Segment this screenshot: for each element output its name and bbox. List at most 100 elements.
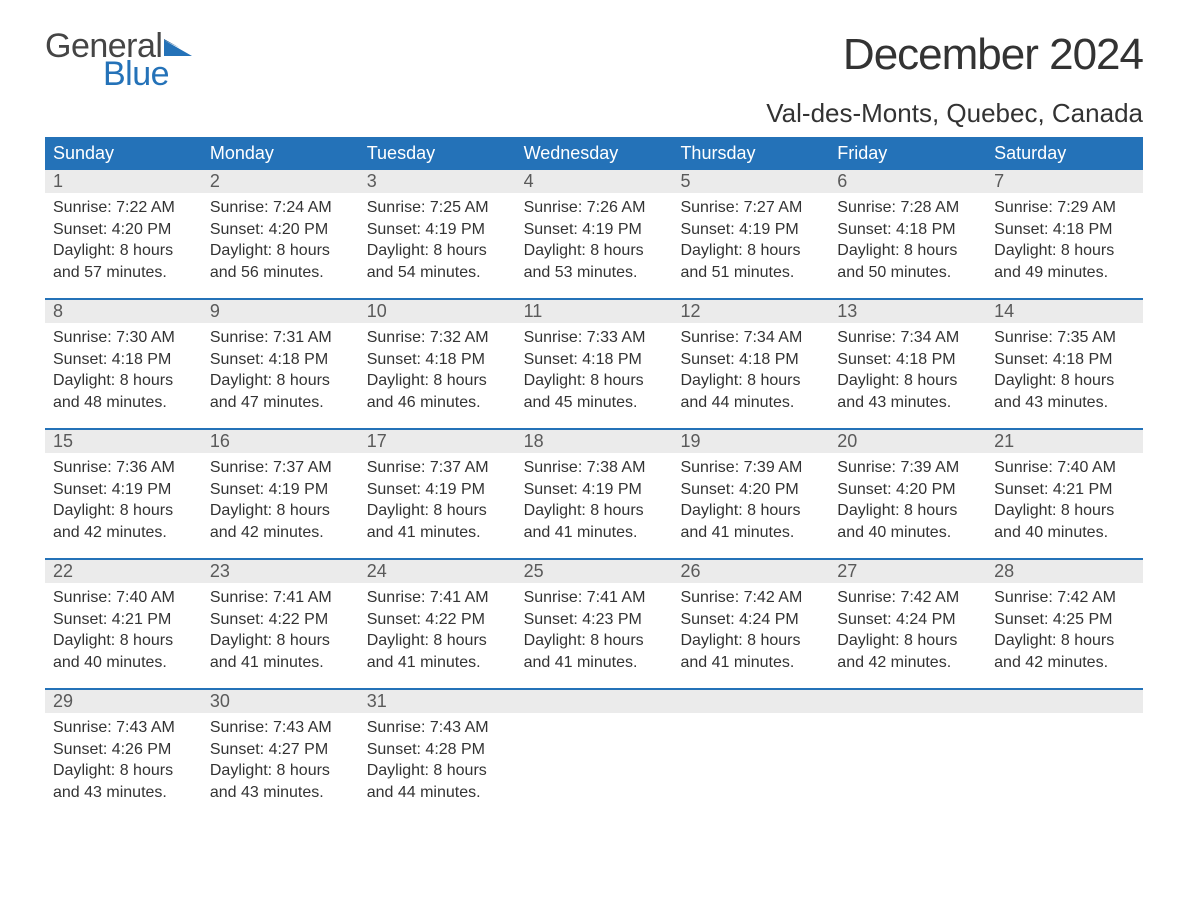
sunset-line: Sunset: 4:19 PM xyxy=(680,219,821,241)
day-content: Sunrise: 7:35 AMSunset: 4:18 PMDaylight:… xyxy=(986,323,1143,421)
daylight-line: Daylight: 8 hours and 44 minutes. xyxy=(680,370,821,413)
calendar-day: 9Sunrise: 7:31 AMSunset: 4:18 PMDaylight… xyxy=(202,300,359,428)
sunrise-line: Sunrise: 7:42 AM xyxy=(680,587,821,609)
daylight-line: Daylight: 8 hours and 41 minutes. xyxy=(524,630,665,673)
day-content: Sunrise: 7:41 AMSunset: 4:23 PMDaylight:… xyxy=(516,583,673,681)
calendar-day: 2Sunrise: 7:24 AMSunset: 4:20 PMDaylight… xyxy=(202,170,359,298)
sunset-line: Sunset: 4:24 PM xyxy=(680,609,821,631)
sunrise-line: Sunrise: 7:31 AM xyxy=(210,327,351,349)
day-number xyxy=(986,690,1143,713)
day-number: 17 xyxy=(359,430,516,453)
day-content: Sunrise: 7:40 AMSunset: 4:21 PMDaylight:… xyxy=(45,583,202,681)
calendar-day: 15Sunrise: 7:36 AMSunset: 4:19 PMDayligh… xyxy=(45,430,202,558)
sunrise-line: Sunrise: 7:28 AM xyxy=(837,197,978,219)
logo-text-blue: Blue xyxy=(103,58,192,90)
calendar-week: 15Sunrise: 7:36 AMSunset: 4:19 PMDayligh… xyxy=(45,428,1143,558)
sunrise-line: Sunrise: 7:36 AM xyxy=(53,457,194,479)
daylight-line: Daylight: 8 hours and 42 minutes. xyxy=(210,500,351,543)
sunrise-line: Sunrise: 7:25 AM xyxy=(367,197,508,219)
daylight-line: Daylight: 8 hours and 44 minutes. xyxy=(367,760,508,803)
day-number xyxy=(516,690,673,713)
day-content: Sunrise: 7:32 AMSunset: 4:18 PMDaylight:… xyxy=(359,323,516,421)
sunrise-line: Sunrise: 7:26 AM xyxy=(524,197,665,219)
day-content: Sunrise: 7:43 AMSunset: 4:27 PMDaylight:… xyxy=(202,713,359,811)
day-content: Sunrise: 7:37 AMSunset: 4:19 PMDaylight:… xyxy=(359,453,516,551)
month-title: December 2024 xyxy=(766,30,1143,80)
daylight-line: Daylight: 8 hours and 41 minutes. xyxy=(524,500,665,543)
day-number: 6 xyxy=(829,170,986,193)
daylight-line: Daylight: 8 hours and 43 minutes. xyxy=(837,370,978,413)
day-number: 19 xyxy=(672,430,829,453)
day-number: 1 xyxy=(45,170,202,193)
sunset-line: Sunset: 4:19 PM xyxy=(367,479,508,501)
day-number: 4 xyxy=(516,170,673,193)
day-number xyxy=(829,690,986,713)
title-block: December 2024 Val-des-Monts, Quebec, Can… xyxy=(766,30,1143,129)
day-number: 26 xyxy=(672,560,829,583)
calendar-day: 16Sunrise: 7:37 AMSunset: 4:19 PMDayligh… xyxy=(202,430,359,558)
calendar-day: 18 Sunrise: 7:38 AMSunset: 4:19 PMDayligh… xyxy=(516,430,673,558)
calendar-day: 20Sunrise: 7:39 AMSunset: 4:20 PMDayligh… xyxy=(829,430,986,558)
flag-icon xyxy=(164,36,192,56)
weekday-header: Thursday xyxy=(672,137,829,170)
day-number: 14 xyxy=(986,300,1143,323)
day-number: 28 xyxy=(986,560,1143,583)
sunset-line: Sunset: 4:23 PM xyxy=(524,609,665,631)
calendar-day xyxy=(829,690,986,818)
location-subtitle: Val-des-Monts, Quebec, Canada xyxy=(766,98,1143,129)
day-content: Sunrise: 7:41 AMSunset: 4:22 PMDaylight:… xyxy=(359,583,516,681)
day-number xyxy=(672,690,829,713)
calendar-day: 28Sunrise: 7:42 AMSunset: 4:25 PMDayligh… xyxy=(986,560,1143,688)
sunset-line: Sunset: 4:21 PM xyxy=(53,609,194,631)
sunrise-line: Sunrise: 7:29 AM xyxy=(994,197,1135,219)
daylight-line: Daylight: 8 hours and 51 minutes. xyxy=(680,240,821,283)
daylight-line: Daylight: 8 hours and 57 minutes. xyxy=(53,240,194,283)
document-header: General Blue December 2024 Val-des-Monts… xyxy=(45,30,1143,129)
sunrise-line: Sunrise: 7:27 AM xyxy=(680,197,821,219)
sunrise-line: Sunrise: 7:42 AM xyxy=(994,587,1135,609)
day-content: Sunrise: 7:26 AMSunset: 4:19 PMDaylight:… xyxy=(516,193,673,291)
day-number: 16 xyxy=(202,430,359,453)
sunset-line: Sunset: 4:18 PM xyxy=(994,219,1135,241)
sunrise-line: Sunrise: 7:43 AM xyxy=(367,717,508,739)
sunset-line: Sunset: 4:19 PM xyxy=(210,479,351,501)
day-content: Sunrise: 7:24 AMSunset: 4:20 PMDaylight:… xyxy=(202,193,359,291)
sunset-line: Sunset: 4:22 PM xyxy=(367,609,508,631)
daylight-line: Daylight: 8 hours and 53 minutes. xyxy=(524,240,665,283)
sunrise-line: Sunrise: 7:38 AM xyxy=(524,457,665,479)
weekday-header: Sunday xyxy=(45,137,202,170)
day-content: Sunrise: 7:22 AMSunset: 4:20 PMDaylight:… xyxy=(45,193,202,291)
day-content: Sunrise: 7:28 AMSunset: 4:18 PMDaylight:… xyxy=(829,193,986,291)
day-content: Sunrise: 7:40 AMSunset: 4:21 PMDaylight:… xyxy=(986,453,1143,551)
daylight-line: Daylight: 8 hours and 43 minutes. xyxy=(994,370,1135,413)
calendar-day xyxy=(516,690,673,818)
brand-logo: General Blue xyxy=(45,30,192,91)
day-number: 18 xyxy=(516,430,673,453)
sunrise-line: Sunrise: 7:43 AM xyxy=(210,717,351,739)
calendar-day: 1Sunrise: 7:22 AMSunset: 4:20 PMDaylight… xyxy=(45,170,202,298)
calendar-day: 12Sunrise: 7:34 AMSunset: 4:18 PMDayligh… xyxy=(672,300,829,428)
calendar-day: 7Sunrise: 7:29 AMSunset: 4:18 PMDaylight… xyxy=(986,170,1143,298)
sunrise-line: Sunrise: 7:32 AM xyxy=(367,327,508,349)
day-number: 20 xyxy=(829,430,986,453)
calendar-week: 22Sunrise: 7:40 AMSunset: 4:21 PMDayligh… xyxy=(45,558,1143,688)
sunset-line: Sunset: 4:26 PM xyxy=(53,739,194,761)
day-number: 29 xyxy=(45,690,202,713)
sunrise-line: Sunrise: 7:34 AM xyxy=(837,327,978,349)
day-content: Sunrise: 7:42 AMSunset: 4:25 PMDaylight:… xyxy=(986,583,1143,681)
day-content xyxy=(829,713,986,725)
weekday-header: Tuesday xyxy=(359,137,516,170)
daylight-line: Daylight: 8 hours and 41 minutes. xyxy=(680,630,821,673)
calendar-day: 30Sunrise: 7:43 AMSunset: 4:27 PMDayligh… xyxy=(202,690,359,818)
sunrise-line: Sunrise: 7:43 AM xyxy=(53,717,194,739)
calendar-day: 5Sunrise: 7:27 AMSunset: 4:19 PMDaylight… xyxy=(672,170,829,298)
day-number: 8 xyxy=(45,300,202,323)
calendar-day: 6Sunrise: 7:28 AMSunset: 4:18 PMDaylight… xyxy=(829,170,986,298)
day-number: 12 xyxy=(672,300,829,323)
day-number: 9 xyxy=(202,300,359,323)
daylight-line: Daylight: 8 hours and 56 minutes. xyxy=(210,240,351,283)
sunrise-line: Sunrise: 7:35 AM xyxy=(994,327,1135,349)
sunset-line: Sunset: 4:19 PM xyxy=(524,479,665,501)
day-number: 2 xyxy=(202,170,359,193)
day-number: 11 xyxy=(516,300,673,323)
